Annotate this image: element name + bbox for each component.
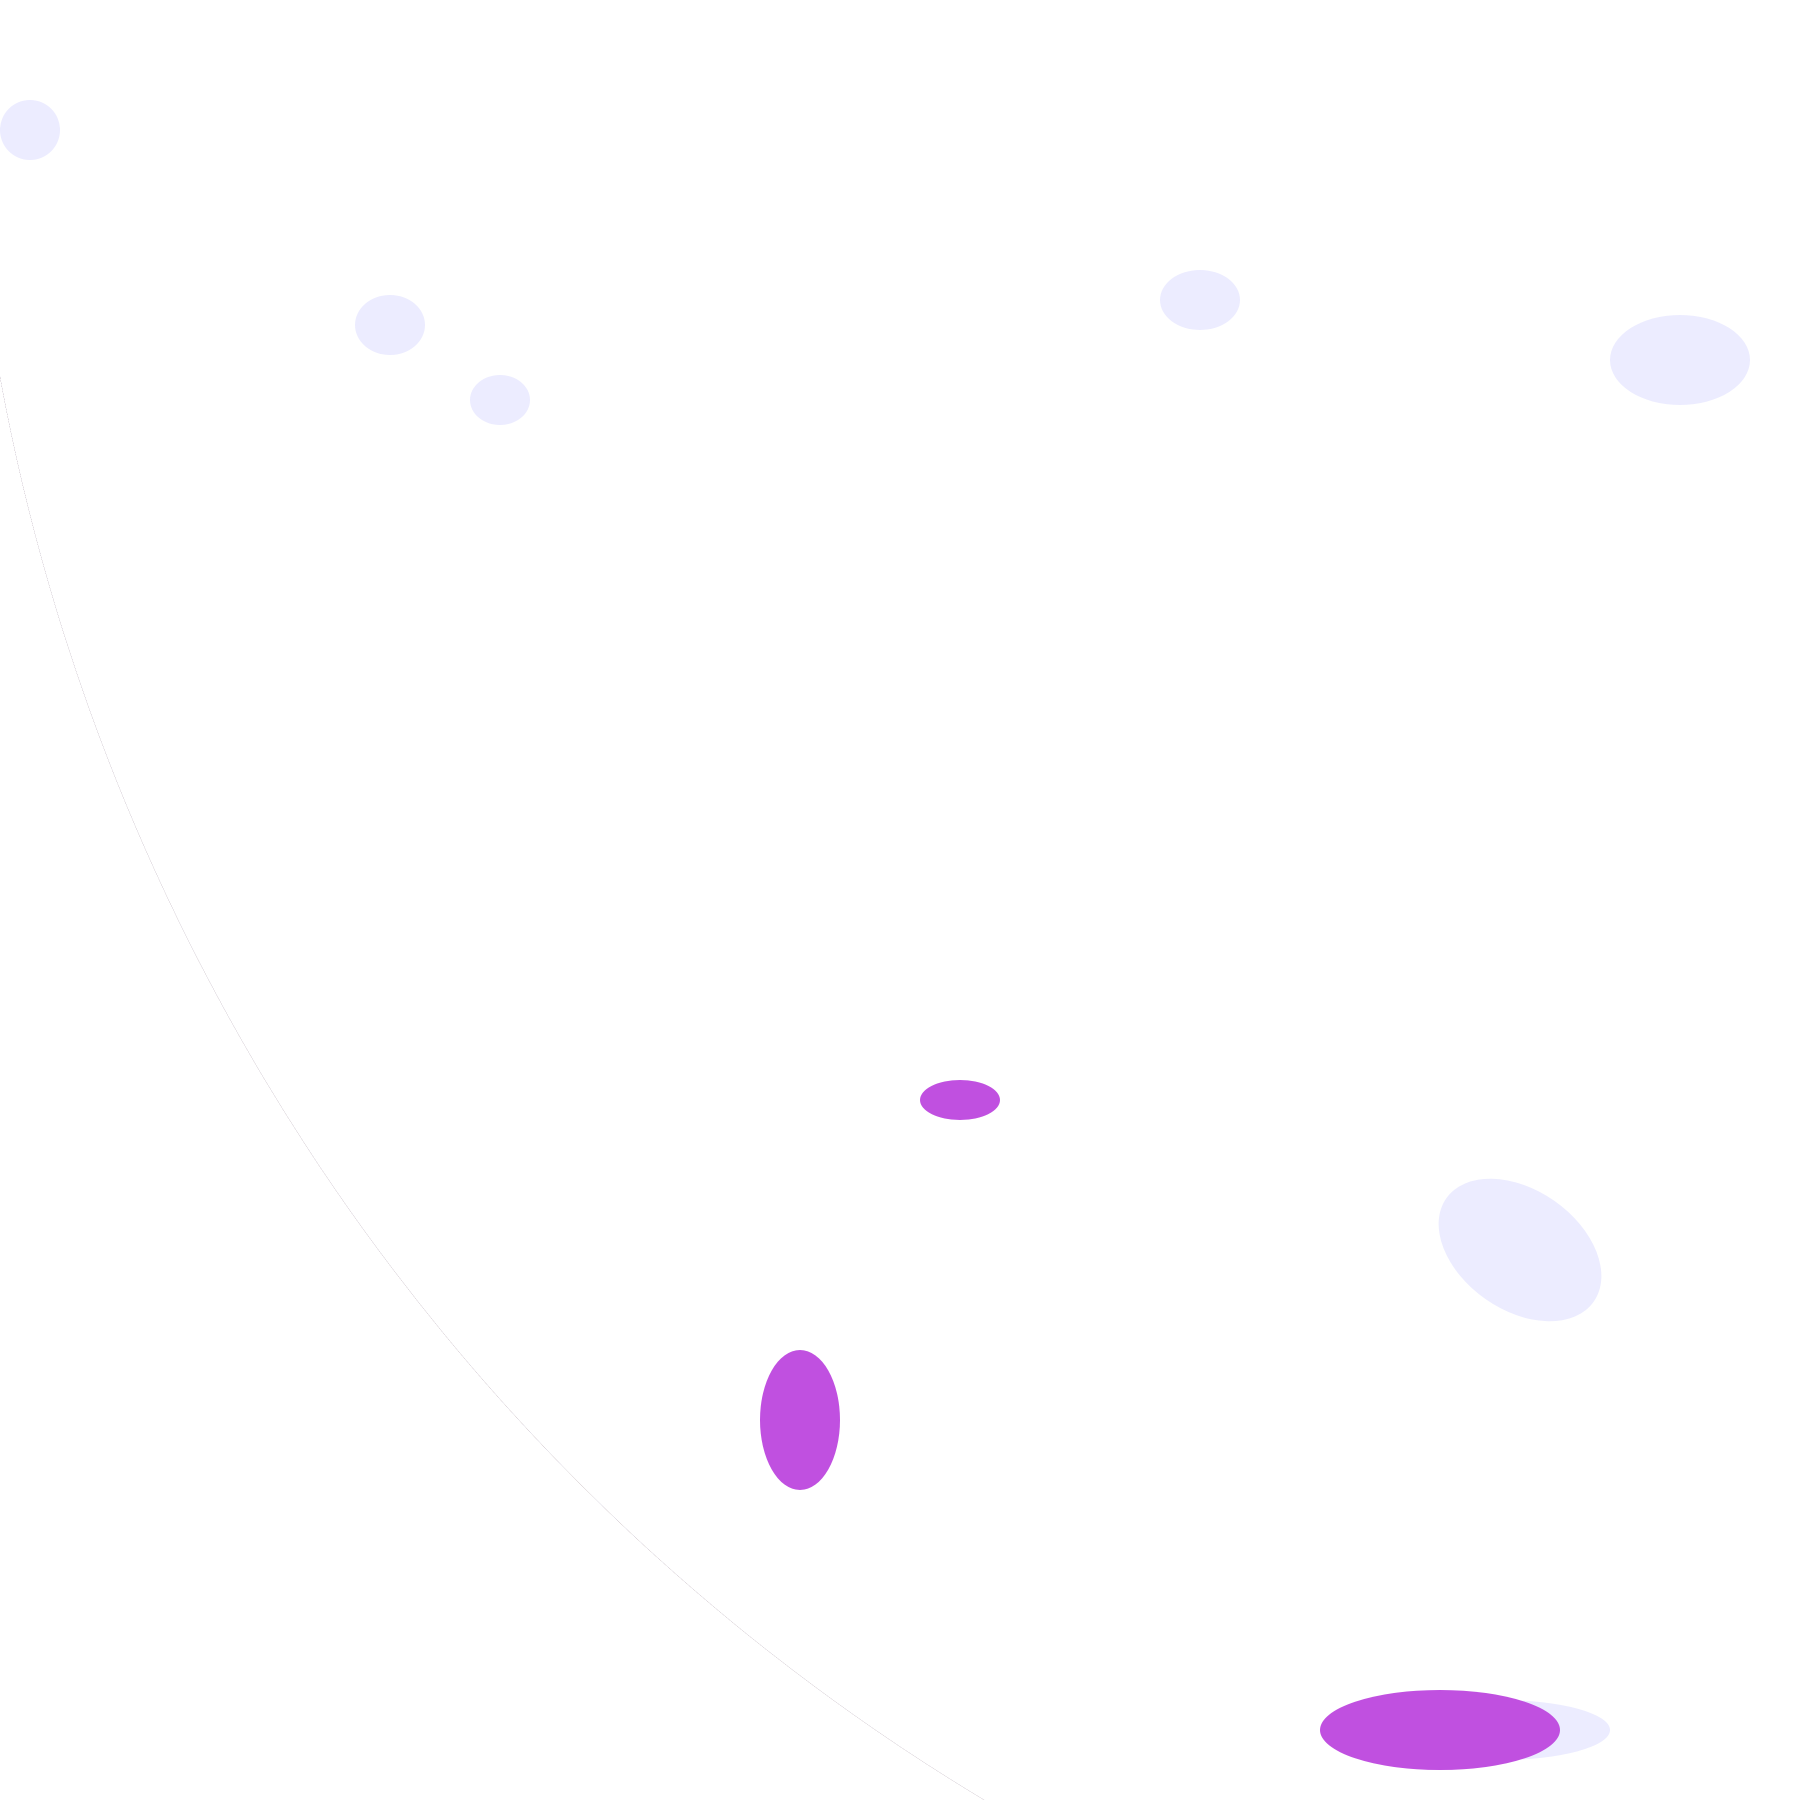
cloud: [355, 295, 425, 355]
magenta-patches: [760, 1080, 1560, 1770]
patch: [920, 1080, 1000, 1120]
cloud: [0, 100, 60, 160]
cloud: [470, 375, 530, 425]
cloud: [1438, 1178, 1602, 1322]
patch: [1320, 1690, 1560, 1770]
cloud: [1160, 270, 1240, 330]
cloud: [1610, 315, 1750, 405]
patch: [760, 1350, 840, 1490]
